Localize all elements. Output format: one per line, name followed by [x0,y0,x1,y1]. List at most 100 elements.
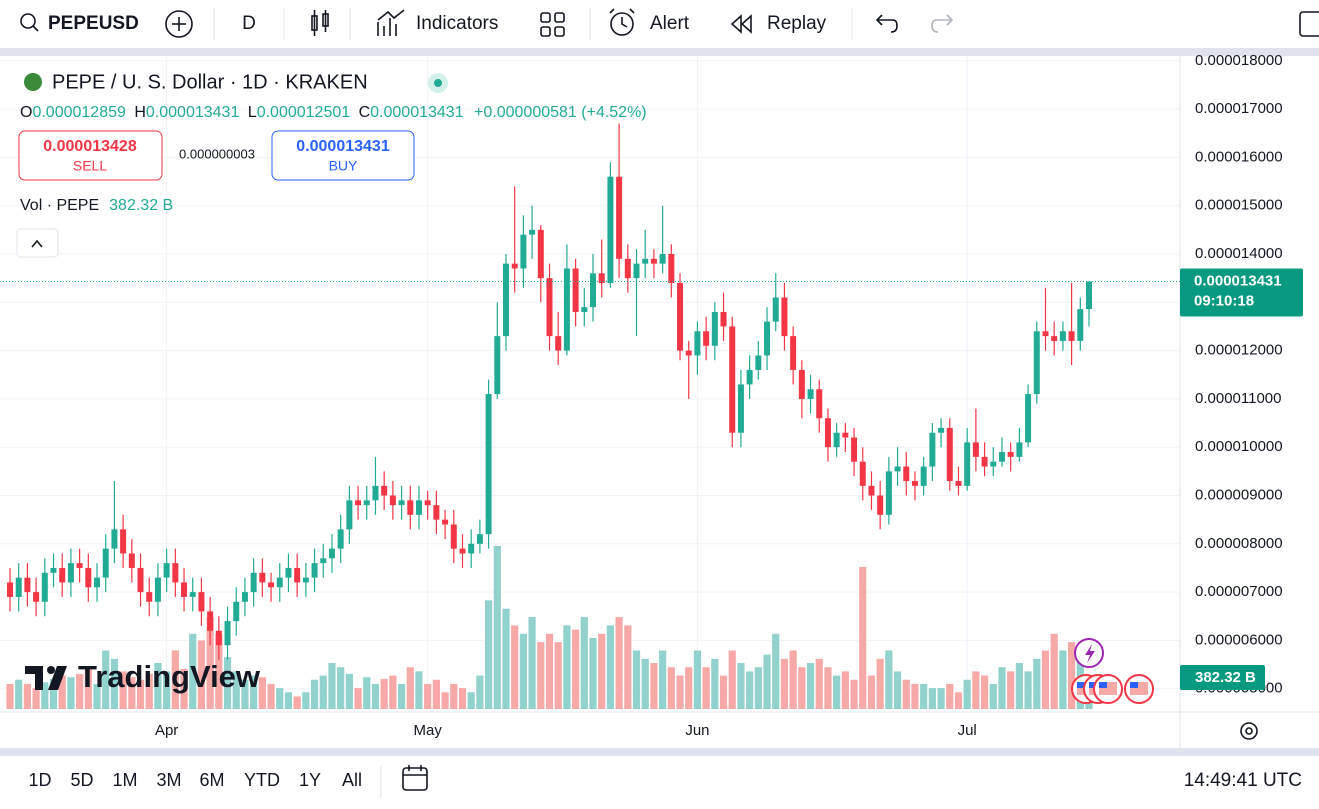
candle-body [972,442,979,457]
alert-label[interactable]: Alert [650,13,690,34]
y-tick-label: 0.000007000 [1195,583,1283,600]
candle-body [233,601,240,622]
candle-body [563,268,570,351]
event-icon-bolt[interactable] [1085,644,1095,663]
x-tick-label: May [414,722,443,739]
candle-body [250,572,257,593]
candle-body [903,466,910,482]
y-tick-label: 0.000012000 [1195,342,1283,359]
volume-bar [345,673,353,709]
buy-label[interactable]: BUY [329,158,358,174]
candle-body [346,500,353,530]
volume-bar [537,642,545,709]
volume-axis-label: 382.32 B [1195,669,1256,686]
candle-body [590,273,597,308]
flag-icon-canton[interactable] [1099,682,1107,688]
volume-bar [441,692,449,709]
candle-body [859,461,866,486]
candle-body [67,563,74,583]
candle-body [294,567,301,583]
indicators-label[interactable]: Indicators [416,13,498,34]
candle-body [650,258,657,264]
replay-button[interactable]: Replay [730,13,827,34]
symbol-search[interactable]: PEPEUSD [20,13,139,34]
range-button[interactable]: 5D [70,770,93,790]
range-button[interactable]: 6M [199,770,224,790]
volume-bar [171,650,179,709]
collapse-legend-button[interactable] [16,228,59,258]
range-button[interactable]: All [342,770,362,790]
close-value: 0.000013431 [370,104,464,121]
volume-bar [258,677,266,709]
candle-body [241,592,248,602]
candle-body [146,592,153,602]
sell-button[interactable]: 0.000013428 SELL [18,130,163,181]
settings-button-hub[interactable] [1245,727,1253,735]
goto-date-button[interactable] [402,765,428,791]
candle-body [520,234,527,269]
candle-body [433,505,440,520]
volume-bar [136,679,145,709]
candle-body [781,297,788,337]
redo-button[interactable] [931,14,954,33]
candle-body [1086,281,1092,310]
compare-button[interactable] [165,10,193,38]
indicators-button[interactable]: Indicators [377,9,498,36]
candle-body [494,336,501,395]
volume-bar [484,600,493,709]
candle-body [807,389,814,399]
candle-body [598,273,605,283]
alert-button[interactable]: Alert [609,8,690,36]
volume-title: Vol · PEPE [20,197,99,214]
volume-bar [624,625,632,709]
sell-price[interactable]: 0.000013428 [43,138,137,155]
candle-body [154,577,161,602]
range-button[interactable]: YTD [244,770,280,790]
open-label: O [20,104,32,121]
volume-bar [876,658,884,709]
event-icons[interactable] [1071,638,1154,704]
volume-bar [632,650,641,709]
candle-body [94,577,101,588]
volume-bar [223,657,232,709]
volume-bar [241,679,249,709]
candle-body [172,563,179,583]
undo-button[interactable] [875,14,898,33]
volume-bar [93,683,101,709]
volume-legend: Vol · PEPE 382.32 B [20,197,173,214]
interval[interactable]: D [242,13,256,34]
symbol[interactable]: PEPEUSD [48,13,139,34]
layouts-button[interactable] [540,12,565,37]
candle-body [41,572,48,602]
flag-icon-canton[interactable] [1130,682,1138,688]
volume-bar [572,629,580,709]
volume-bar [206,617,214,709]
range-button[interactable]: 3M [156,770,181,790]
buy-price[interactable]: 0.000013431 [296,138,390,155]
candle-body [581,307,588,312]
volume-bar [946,683,954,709]
volume-bar [276,688,284,709]
range-button[interactable]: 1M [112,770,137,790]
volume-bar [972,671,980,709]
chart-type-button[interactable] [311,10,329,36]
flag-icon-canton[interactable] [1089,682,1097,688]
flag-icon-canton[interactable] [1077,682,1085,688]
candle-body [833,432,840,448]
fullscreen-button[interactable] [1299,11,1319,37]
volume-bar [806,663,815,709]
volume-bar [1041,650,1050,709]
volume-bar [197,640,206,709]
volume-bar [328,663,336,709]
replay-label[interactable]: Replay [767,13,827,34]
sell-label[interactable]: SELL [73,158,107,174]
range-button[interactable]: 1Y [299,770,321,790]
settings-button[interactable] [1240,722,1258,740]
volume-bar [1067,642,1076,709]
volume-bar [180,668,188,709]
volume-bar [841,671,849,709]
range-button[interactable]: 1D [28,770,51,790]
y-tick-label: 0.000016000 [1195,148,1283,165]
buy-button[interactable]: 0.000013431 BUY [271,130,415,181]
